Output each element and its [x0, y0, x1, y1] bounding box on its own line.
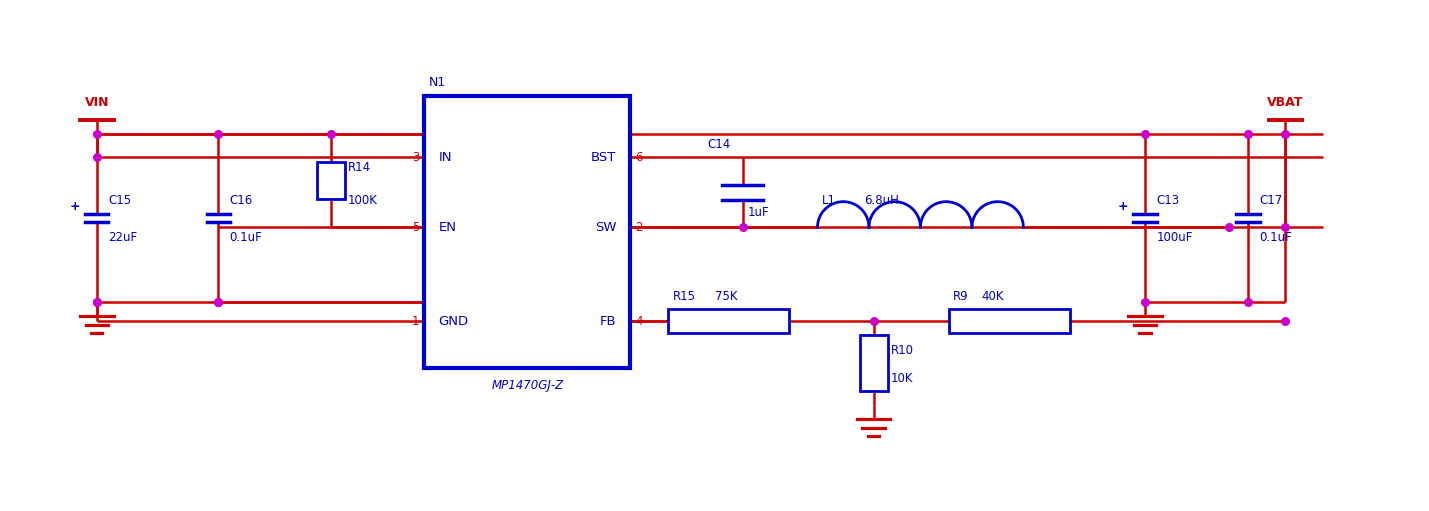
- Text: 0.1uF: 0.1uF: [230, 231, 263, 244]
- Text: 6: 6: [634, 151, 643, 164]
- Text: +: +: [70, 200, 80, 214]
- Text: C16: C16: [230, 194, 253, 207]
- Text: C14: C14: [707, 138, 730, 151]
- Text: N1: N1: [429, 76, 446, 89]
- Text: SW: SW: [594, 221, 616, 234]
- Text: 1uF: 1uF: [747, 206, 769, 219]
- Text: VBAT: VBAT: [1268, 96, 1303, 108]
- Text: 4: 4: [634, 315, 643, 328]
- Text: 1: 1: [412, 315, 420, 328]
- Text: 0.1uF: 0.1uF: [1259, 231, 1292, 244]
- Text: 3: 3: [413, 151, 420, 164]
- Text: 6.8uH: 6.8uH: [865, 194, 899, 207]
- Text: R10: R10: [890, 344, 913, 357]
- Text: EN: EN: [439, 221, 456, 234]
- Text: 5: 5: [413, 221, 420, 234]
- Text: 40K: 40K: [982, 290, 1003, 304]
- Text: BST: BST: [590, 151, 616, 164]
- Text: VIN: VIN: [84, 96, 109, 108]
- Text: 10K: 10K: [890, 372, 913, 385]
- Text: C13: C13: [1156, 194, 1179, 207]
- Text: GND: GND: [439, 315, 469, 328]
- Text: 100K: 100K: [347, 194, 377, 207]
- FancyBboxPatch shape: [667, 309, 789, 333]
- FancyBboxPatch shape: [424, 97, 630, 368]
- Text: MP1470GJ-Z: MP1470GJ-Z: [492, 379, 563, 392]
- Text: 22uF: 22uF: [109, 231, 137, 244]
- FancyBboxPatch shape: [949, 309, 1070, 333]
- FancyBboxPatch shape: [317, 162, 344, 199]
- Text: FB: FB: [600, 315, 616, 328]
- Text: L1: L1: [822, 194, 836, 207]
- Text: 2: 2: [634, 221, 643, 234]
- Text: C17: C17: [1259, 194, 1282, 207]
- Text: C15: C15: [109, 194, 131, 207]
- Text: R9: R9: [953, 290, 969, 304]
- FancyBboxPatch shape: [860, 335, 887, 391]
- Text: R15: R15: [673, 290, 696, 304]
- Text: R14: R14: [347, 161, 370, 174]
- Text: +: +: [1117, 200, 1129, 214]
- Text: 75K: 75K: [714, 290, 737, 304]
- Text: IN: IN: [439, 151, 452, 164]
- Text: 100uF: 100uF: [1156, 231, 1193, 244]
